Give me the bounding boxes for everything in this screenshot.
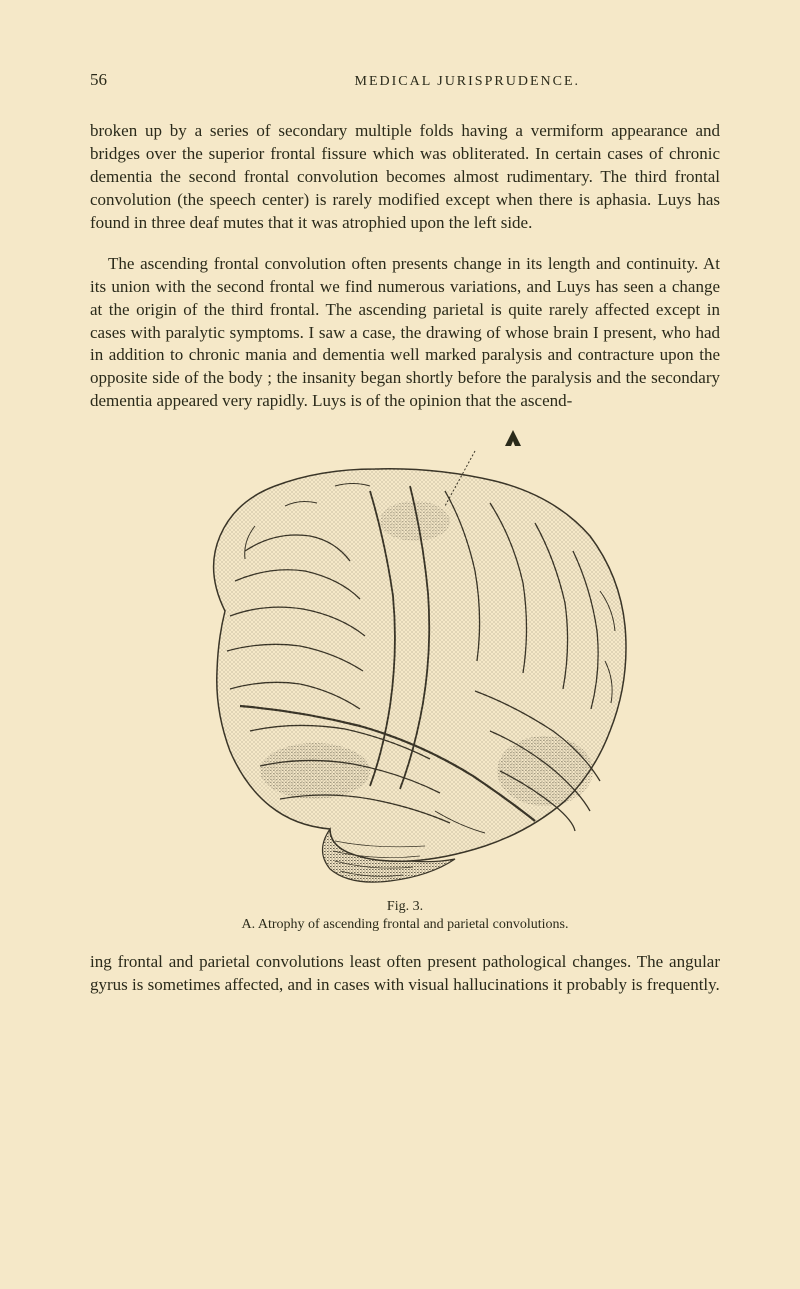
- figure-marker-a: [501, 426, 525, 456]
- paragraph-2: The ascending frontal convolution often …: [90, 253, 720, 414]
- figure-container: Fig. 3. A. Atrophy of ascending frontal …: [90, 431, 720, 933]
- page-header: 56 MEDICAL JURISPRUDENCE.: [90, 70, 720, 90]
- brain-svg: [135, 431, 675, 891]
- page-number: 56: [90, 70, 107, 90]
- paragraph-1: broken up by a series of secondary multi…: [90, 120, 720, 235]
- brain-illustration: [135, 431, 675, 891]
- figure-caption-2: A. Atrophy of ascending frontal and pari…: [90, 917, 720, 933]
- paragraph-3: ing frontal and parietal convolutions le…: [90, 951, 720, 997]
- running-title: MEDICAL JURISPRUDENCE.: [355, 74, 581, 90]
- figure-caption-1: Fig. 3.: [90, 899, 720, 915]
